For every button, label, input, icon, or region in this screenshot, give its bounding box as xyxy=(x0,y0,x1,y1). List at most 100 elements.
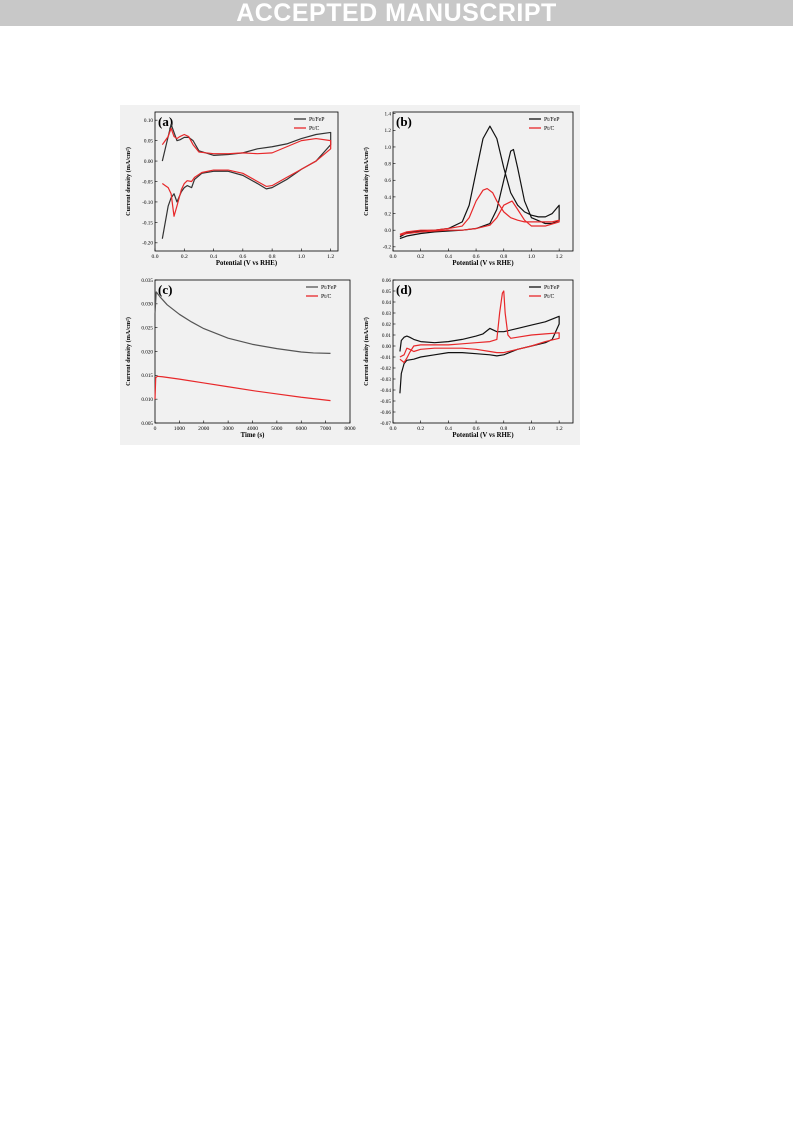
y-tick-label: -0.05 xyxy=(142,179,153,185)
banner-text: ACCEPTED MANUSCRIPT xyxy=(236,0,557,27)
x-axis-label: Potential (V vs RHE) xyxy=(216,260,277,267)
x-tick-label: 0.0 xyxy=(152,254,159,260)
plot-frame xyxy=(154,279,351,424)
y-tick-label: -0.2 xyxy=(383,245,392,251)
x-tick-label: 8000 xyxy=(344,426,355,432)
series-line-pt-fep xyxy=(399,315,560,394)
x-tick-label: 0.4 xyxy=(445,254,452,260)
legend-label: Pt/FeP xyxy=(544,285,559,291)
chart-panel-c: 0 1000 2000 3000 4000 5000 6000 7000 8000 0.035 0.… xyxy=(125,278,356,439)
y-tick-label: 0.4 xyxy=(385,195,392,201)
y-tick-label: -0.06 xyxy=(380,410,391,416)
y-tick-label: 0.02 xyxy=(382,322,391,328)
y-tick-label: 0.06 xyxy=(382,278,391,284)
y-tick-label: 0.0 xyxy=(385,228,392,234)
x-tick-label: 0.8 xyxy=(500,254,507,260)
x-tick-label: 6000 xyxy=(296,426,307,432)
x-tick-label: 0.2 xyxy=(417,254,424,260)
legend-label: Pt/C xyxy=(544,294,554,300)
y-tick-label: -0.07 xyxy=(380,421,391,427)
y-tick-label: 1.0 xyxy=(385,145,392,151)
x-tick-label: 1.0 xyxy=(298,254,305,260)
x-tick-label: 0.0 xyxy=(390,426,397,432)
y-tick-label: 0.015 xyxy=(141,373,153,379)
y-tick-label: 0.04 xyxy=(382,300,391,306)
y-tick-label: -0.02 xyxy=(380,366,391,372)
y-tick-label: -0.10 xyxy=(142,200,153,206)
y-axis-label: Current density (mA/cm²) xyxy=(125,147,132,216)
x-tick-label: 1.2 xyxy=(556,426,563,432)
x-tick-label: 0.8 xyxy=(500,426,507,432)
y-tick-label: 0.05 xyxy=(382,289,391,295)
y-tick-label: 0.6 xyxy=(385,178,392,184)
x-tick-label: 0.4 xyxy=(445,426,452,432)
x-tick-label: 1000 xyxy=(174,426,185,432)
x-tick-label: 1.0 xyxy=(528,426,535,432)
y-tick-label: 0.030 xyxy=(141,302,153,308)
plot-frame xyxy=(392,279,574,424)
plot-frame xyxy=(154,111,339,252)
x-tick-label: 0.2 xyxy=(417,426,424,432)
x-tick-label: 0.4 xyxy=(210,254,217,260)
x-tick-label: 1.2 xyxy=(327,254,334,260)
y-tick-label: -0.15 xyxy=(142,220,153,226)
y-tick-label: 1.2 xyxy=(385,128,392,134)
series-line-pt-c xyxy=(399,290,560,364)
legend-label: Pt/C xyxy=(321,294,331,300)
panel-label: (a) xyxy=(158,114,173,129)
legend-label: Pt/FeP xyxy=(544,117,559,123)
x-tick-label: 0.6 xyxy=(473,254,480,260)
y-tick-label: -0.20 xyxy=(142,241,153,247)
panel-label: (d) xyxy=(396,282,412,297)
x-axis-label: Potential (V vs RHE) xyxy=(452,432,513,439)
panel-label: (c) xyxy=(158,282,172,297)
x-tick-label: 1.0 xyxy=(528,254,535,260)
x-tick-label: 0.8 xyxy=(269,254,276,260)
y-tick-label: 0.03 xyxy=(382,311,391,317)
legend-label: Pt/C xyxy=(309,126,319,132)
x-axis-label: Time (s) xyxy=(241,432,265,439)
series-line-pt-fep xyxy=(161,123,332,239)
x-tick-label: 0.0 xyxy=(390,254,397,260)
x-tick-label: 0 xyxy=(154,426,157,432)
y-axis-label: Current density (mA/cm²) xyxy=(363,317,370,386)
legend-label: Pt/FeP xyxy=(309,117,324,123)
accepted-manuscript-banner: ACCEPTED MANUSCRIPT xyxy=(0,0,793,27)
y-tick-label: -0.03 xyxy=(380,377,391,383)
y-tick-label: 0.05 xyxy=(144,139,153,145)
y-tick-label: 0.2 xyxy=(385,211,392,217)
legend-label: Pt/FeP xyxy=(321,285,336,291)
legend-label: Pt/C xyxy=(544,126,554,132)
y-tick-label: 0.10 xyxy=(144,118,153,124)
chart-panel-d: 0.0 0.2 0.4 0.6 0.8 1.0 1.2 0.06 0.05 0.04 0.03 0.0… xyxy=(363,278,574,439)
y-tick-label: 0.035 xyxy=(141,278,153,284)
y-tick-label: 0.025 xyxy=(141,326,153,332)
series-line-pt-c xyxy=(154,375,331,402)
y-tick-label: -0.05 xyxy=(380,399,391,405)
y-tick-label: -0.01 xyxy=(380,355,391,361)
x-tick-label: 7000 xyxy=(320,426,331,432)
panel-label: (b) xyxy=(396,114,412,129)
x-tick-label: 0.6 xyxy=(473,426,480,432)
x-tick-label: 0.6 xyxy=(239,254,246,260)
series-line-pt-c xyxy=(399,187,560,236)
chart-panel-b: 0.0 0.2 0.4 0.6 0.8 1.0 1.2 1.4 1.2 1.0 0.8 0.6 0.4 0… xyxy=(363,112,574,267)
figure-svg: 0.0 0.2 0.4 0.6 0.8 1.0 1.20.100.050.00-0.05-0… xyxy=(125,111,574,439)
series-line-pt-c xyxy=(161,127,332,217)
y-tick-label: 0.010 xyxy=(141,397,153,403)
series-line-pt-fep xyxy=(154,291,331,355)
x-tick-label: 4000 xyxy=(247,426,258,432)
y-tick-label: 0.8 xyxy=(385,162,392,168)
y-axis-label: Current density (mA/cm²) xyxy=(363,147,370,216)
x-axis-label: Potential (V vs RHE) xyxy=(452,260,513,267)
chart-panel-a: 0.0 0.2 0.4 0.6 0.8 1.0 1.2 0.10 0.05 0.00 -0.05 -0… xyxy=(125,111,339,267)
y-tick-label: 0.00 xyxy=(382,344,391,350)
y-axis-label: Current density (mA/cm²) xyxy=(125,317,132,386)
x-tick-label: 3000 xyxy=(223,426,234,432)
y-tick-label: 1.4 xyxy=(385,112,392,118)
x-tick-label: 2000 xyxy=(198,426,209,432)
x-tick-label: 1.2 xyxy=(556,254,563,260)
x-tick-label: 0.2 xyxy=(181,254,188,260)
y-tick-label: 0.020 xyxy=(141,349,153,355)
figure: 0.0 0.2 0.4 0.6 0.8 1.0 1.2 0.10 0.05 0.00 -0.05 -0… xyxy=(120,105,580,445)
